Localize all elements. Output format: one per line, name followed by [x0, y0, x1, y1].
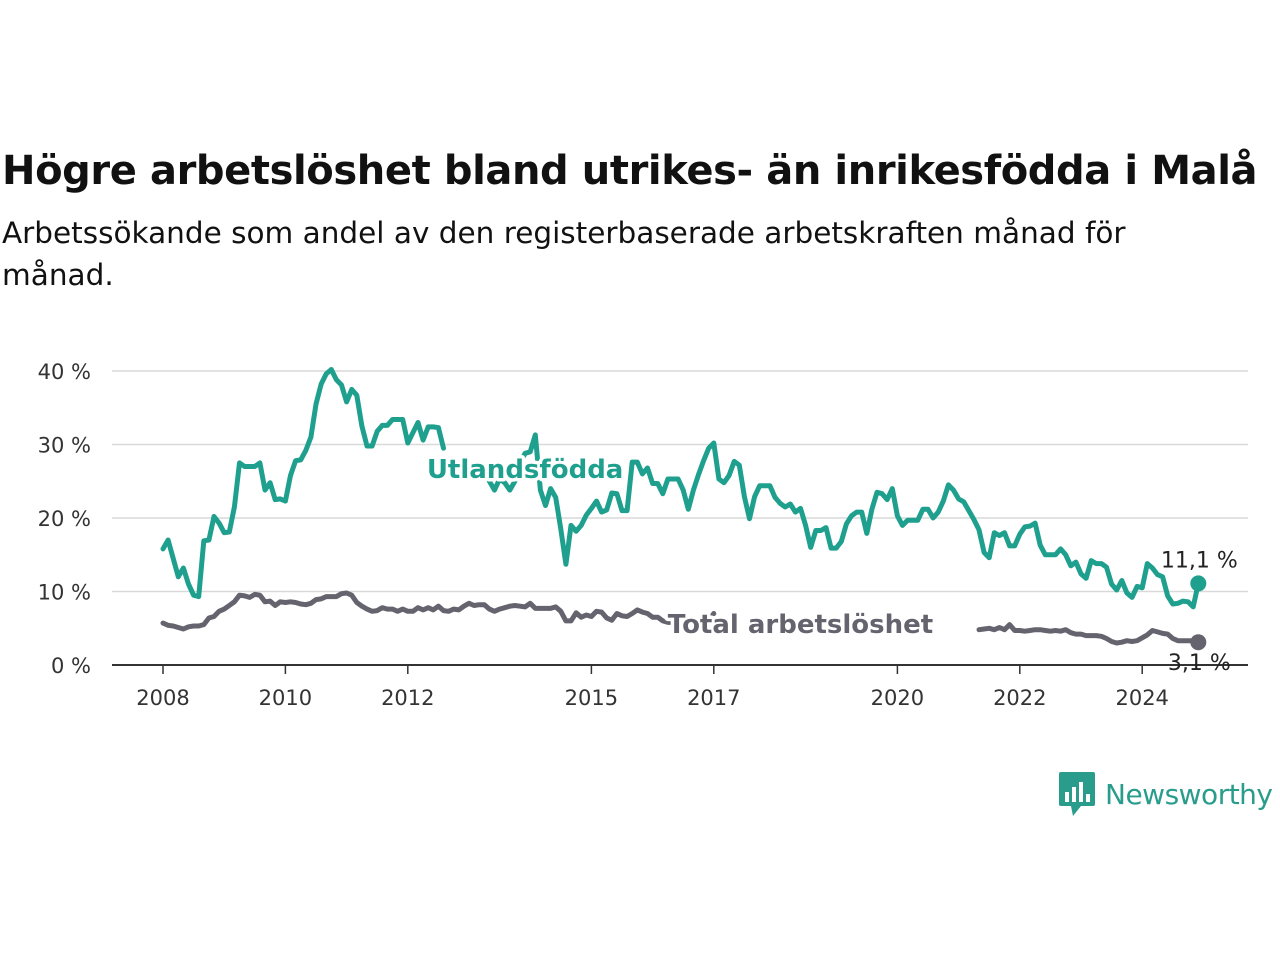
y-tick-label: 40 %: [38, 360, 91, 384]
x-tick-label: 2010: [259, 686, 312, 710]
series-line-utlandsfodda: [486, 432, 1201, 610]
end-label-total: 3,1 %: [1168, 651, 1231, 676]
y-tick-label: 30 %: [38, 434, 91, 458]
series-line-total: [160, 590, 717, 632]
series-name-label-total: Total arbetslöshet: [668, 610, 933, 640]
x-tick-label: 2022: [993, 686, 1046, 710]
y-tick-label: 20 %: [38, 507, 91, 531]
chart-title: Högre arbetslöshet bland utrikes- än inr…: [2, 148, 1258, 194]
x-tick-label: 2008: [136, 686, 189, 710]
y-tick-label: 0 %: [51, 654, 91, 678]
x-tick-label: 2017: [687, 686, 740, 710]
chart-subtitle: Arbetssökande som andel av den registerb…: [2, 216, 1126, 292]
brand-name: Newsworthy: [1105, 777, 1273, 811]
newsworthy-brand: Newsworthy: [1059, 772, 1273, 816]
x-tick-label: 2012: [381, 686, 434, 710]
y-tick-label: 10 %: [38, 581, 91, 605]
x-tick-label: 2024: [1115, 686, 1168, 710]
newsworthy-logo-icon: [1059, 772, 1095, 816]
series-lines: [160, 367, 1201, 646]
series-line-utlandsfodda: [160, 367, 446, 600]
end-point-total: [1190, 634, 1207, 651]
series-name-label-utlandsfodda: Utlandsfödda: [427, 455, 624, 485]
end-point-utlandsfodda: [1190, 575, 1207, 592]
gridlines: [112, 370, 1248, 666]
x-tick-label: 2020: [871, 686, 924, 710]
line-chart: 0 % 10 % 20 % 30 % 40 % 2008 2010 2012 2015 2017…: [38, 360, 1248, 710]
y-axis-ticks: 0 % 10 % 20 % 30 % 40 %: [38, 360, 91, 678]
x-axis-ticks: 2008 2010 2012 2015 2017 2020 2022 2024: [136, 665, 1169, 710]
x-tick-label: 2015: [565, 686, 618, 710]
end-label-utlandsfodda: 11,1 %: [1161, 548, 1238, 573]
series-labels: 11,1 % Utlandsfödda 3,1 % Total arbetslöshe…: [423, 452, 1238, 677]
series-line-total: [976, 622, 1201, 646]
